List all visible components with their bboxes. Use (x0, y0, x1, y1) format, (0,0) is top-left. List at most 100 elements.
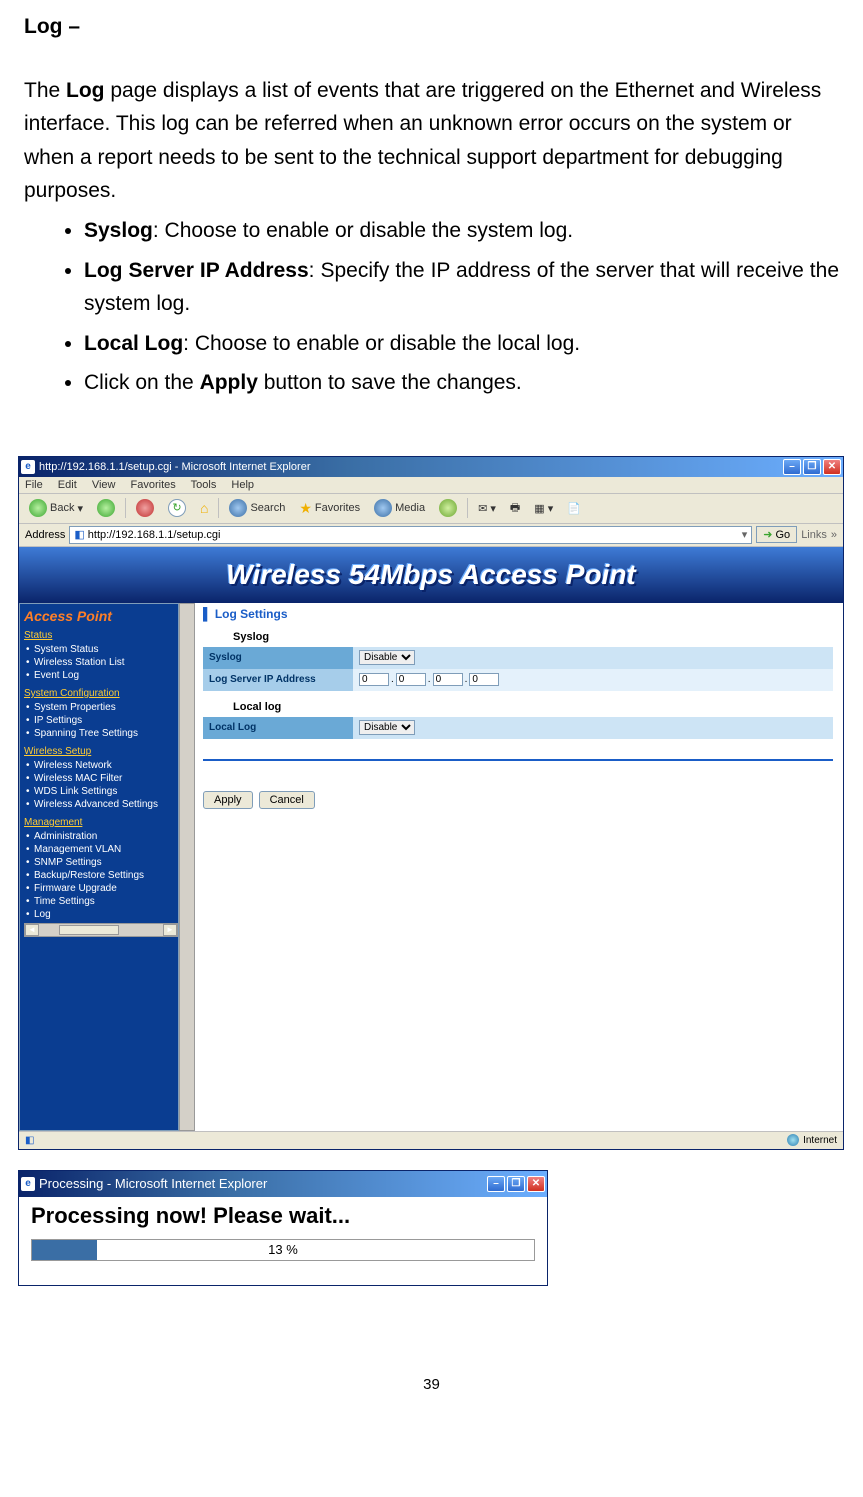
syslog-select[interactable]: Disable (359, 650, 415, 665)
minimize-button[interactable]: – (487, 1176, 505, 1192)
sidebar-heading-wireless[interactable]: Wireless Setup (24, 746, 178, 757)
sidebar-item[interactable]: Backup/Restore Settings (24, 869, 178, 882)
edit-button[interactable]: ▦ ▾ (530, 500, 557, 517)
ip-octet-1[interactable] (359, 673, 389, 686)
address-input[interactable]: ◧ http://192.168.1.1/setup.cgi ▾ (69, 526, 752, 544)
label: Go (776, 529, 791, 541)
sidebar-heading-status[interactable]: Status (24, 630, 178, 641)
scroll-right-icon[interactable]: ► (163, 924, 177, 936)
sidebar-item[interactable]: IP Settings (24, 714, 178, 727)
back-button[interactable]: Back ▾ (25, 497, 87, 519)
menu-help[interactable]: Help (231, 479, 254, 491)
sidebar-item[interactable]: Event Log (24, 669, 178, 682)
sidebar-item[interactable]: Wireless MAC Filter (24, 772, 178, 785)
scroll-thumb[interactable] (59, 925, 119, 935)
menu-favorites[interactable]: Favorites (131, 479, 176, 491)
router-sidebar: Access Point Status System Status Wirele… (19, 603, 179, 1131)
router-main: ▌ Log Settings Syslog Syslog Disable Log… (195, 603, 843, 1131)
ie-icon: e (21, 460, 35, 474)
search-button[interactable]: Search (225, 497, 289, 519)
sidebar-heading-mgmt[interactable]: Management (24, 817, 178, 828)
separator (467, 498, 468, 518)
dropdown-icon[interactable]: ▾ (742, 528, 748, 541)
label: Log Settings (215, 607, 288, 621)
locallog-select[interactable]: Disable (359, 720, 415, 735)
go-button[interactable]: ➜Go (756, 526, 797, 543)
label: Media (395, 502, 425, 514)
sidebar-item[interactable]: Time Settings (24, 895, 178, 908)
home-button[interactable]: ⌂ (196, 498, 212, 518)
dialog-body: Processing now! Please wait... 13 % (19, 1197, 547, 1285)
history-icon (439, 499, 457, 517)
search-icon (229, 499, 247, 517)
close-button[interactable]: ✕ (823, 459, 841, 475)
sidebar-item[interactable]: Log (24, 908, 178, 921)
menu-bar: File Edit View Favorites Tools Help (19, 477, 843, 494)
locallog-subheading: Local log (203, 701, 833, 713)
document-body: Log – The Log page displays a list of ev… (0, 0, 863, 426)
ie-icon: e (21, 1177, 35, 1191)
button-row: Apply Cancel (203, 791, 833, 809)
ip-octet-4[interactable] (469, 673, 499, 686)
main-scrollbar[interactable] (179, 603, 195, 1131)
status-bar: ◧ Internet (19, 1131, 843, 1149)
list-item: Syslog: Choose to enable or disable the … (84, 214, 839, 248)
favorites-button[interactable]: ★Favorites (295, 498, 364, 519)
print-button[interactable]: 🖶 (506, 497, 524, 520)
progress-bar: 13 % (31, 1239, 535, 1261)
menu-tools[interactable]: Tools (191, 479, 217, 491)
list-item: Local Log: Choose to enable or disable t… (84, 327, 839, 361)
home-icon: ⌂ (200, 500, 208, 516)
refresh-button[interactable]: ↻ (164, 497, 190, 519)
minimize-button[interactable]: – (783, 459, 801, 475)
sidebar-item[interactable]: System Properties (24, 701, 178, 714)
links-label[interactable]: Links (801, 529, 827, 541)
sidebar-scrollbar[interactable]: ◄ ► (24, 923, 178, 937)
sidebar-item[interactable]: Wireless Advanced Settings (24, 798, 178, 811)
maximize-button[interactable]: ❐ (803, 459, 821, 475)
sidebar-item[interactable]: Wireless Station List (24, 656, 178, 669)
progress-percent: 13 % (32, 1242, 534, 1257)
locallog-value-cell: Disable (353, 717, 833, 739)
scroll-left-icon[interactable]: ◄ (25, 924, 39, 936)
mail-button[interactable]: ✉ ▾ (474, 500, 500, 517)
apply-button[interactable]: Apply (203, 791, 253, 809)
sidebar-item[interactable]: Management VLAN (24, 843, 178, 856)
media-button[interactable]: Media (370, 497, 429, 519)
address-bar: Address ◧ http://192.168.1.1/setup.cgi ▾… (19, 524, 843, 547)
text: : Choose to enable or disable the system… (153, 219, 573, 242)
separator (125, 498, 126, 518)
cancel-button[interactable]: Cancel (259, 791, 315, 809)
label: Search (250, 502, 285, 514)
history-button[interactable] (435, 497, 461, 519)
stop-icon (136, 499, 154, 517)
router-banner: Wireless 54Mbps Access Point (19, 547, 843, 603)
ip-octet-2[interactable] (396, 673, 426, 686)
menu-file[interactable]: File (25, 479, 43, 491)
syslog-label: Syslog (203, 647, 353, 669)
close-button[interactable]: ✕ (527, 1176, 545, 1192)
links-chevron-icon[interactable]: » (831, 529, 837, 541)
sidebar-item[interactable]: Spanning Tree Settings (24, 727, 178, 740)
menu-view[interactable]: View (92, 479, 116, 491)
stop-button[interactable] (132, 497, 158, 519)
forward-button[interactable] (93, 497, 119, 519)
sidebar-item[interactable]: Wireless Network (24, 759, 178, 772)
sidebar-item[interactable]: WDS Link Settings (24, 785, 178, 798)
sidebar-item[interactable]: System Status (24, 643, 178, 656)
list-item: Log Server IP Address: Specify the IP ad… (84, 254, 839, 321)
maximize-button[interactable]: ❐ (507, 1176, 525, 1192)
sidebar-item[interactable]: Firmware Upgrade (24, 882, 178, 895)
media-icon (374, 499, 392, 517)
menu-edit[interactable]: Edit (58, 479, 77, 491)
page-icon: ◧ (25, 1135, 34, 1146)
ip-octet-3[interactable] (433, 673, 463, 686)
sidebar-item[interactable]: SNMP Settings (24, 856, 178, 869)
page-number: 39 (0, 1376, 863, 1393)
sidebar-heading-sysconf[interactable]: System Configuration (24, 688, 178, 699)
logserver-value-cell: . . . (353, 669, 833, 691)
dialog-title: Processing - Microsoft Internet Explorer (39, 1176, 267, 1191)
sidebar-item[interactable]: Administration (24, 830, 178, 843)
discuss-button[interactable]: 📄 (563, 500, 585, 517)
window-title: http://192.168.1.1/setup.cgi - Microsoft… (39, 461, 310, 473)
